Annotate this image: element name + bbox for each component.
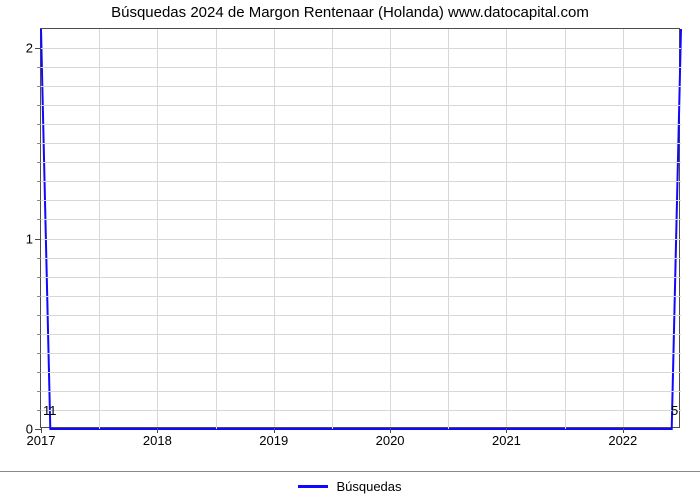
chart-title: Búsquedas 2024 de Margon Rentenaar (Hola… <box>0 4 700 21</box>
gridline-h-minor <box>41 277 681 278</box>
ytick-mark <box>35 239 41 240</box>
legend: Búsquedas <box>0 471 700 500</box>
gridline-h-minor <box>41 124 681 125</box>
ytick-label: 0 <box>26 422 33 437</box>
series-end-label: 11 <box>43 403 57 418</box>
gridline-h-minor <box>41 219 681 220</box>
gridline-v <box>506 29 507 429</box>
gridline-v <box>274 29 275 429</box>
gridline-h-minor <box>41 200 681 201</box>
gridline-h-minor <box>41 86 681 87</box>
ytick-mark <box>35 48 41 49</box>
gridline-h <box>41 48 681 49</box>
gridline-v-minor <box>216 29 217 429</box>
gridline-h-minor <box>41 353 681 354</box>
xtick-label: 2022 <box>608 433 637 448</box>
legend-label: Búsquedas <box>336 479 401 494</box>
ytick-mark <box>35 429 41 430</box>
gridline-h-minor <box>41 334 681 335</box>
plot-area: 201720182019202020212022012115 <box>40 28 680 428</box>
legend-swatch <box>298 485 328 488</box>
gridline-v-minor <box>99 29 100 429</box>
xtick-label: 2018 <box>143 433 172 448</box>
gridline-h-minor <box>41 372 681 373</box>
gridline-h-minor <box>41 315 681 316</box>
xtick-label: 2020 <box>376 433 405 448</box>
gridline-h-minor <box>41 162 681 163</box>
gridline-h-minor <box>41 258 681 259</box>
gridline-h-minor <box>41 391 681 392</box>
ytick-label: 2 <box>26 41 33 56</box>
gridline-v-minor <box>448 29 449 429</box>
gridline-v-minor <box>565 29 566 429</box>
gridline-h-minor <box>41 143 681 144</box>
gridline-h-minor <box>41 105 681 106</box>
series-end-label: 5 <box>671 403 678 418</box>
gridline-v <box>623 29 624 429</box>
xtick-label: 2019 <box>259 433 288 448</box>
chart-container: Búsquedas 2024 de Margon Rentenaar (Hola… <box>0 0 700 500</box>
gridline-h-minor <box>41 67 681 68</box>
gridline-v <box>390 29 391 429</box>
line-series <box>41 29 681 429</box>
series-line <box>41 29 681 429</box>
gridline-h-minor <box>41 181 681 182</box>
gridline-h <box>41 239 681 240</box>
ytick-label: 1 <box>26 231 33 246</box>
gridline-v <box>157 29 158 429</box>
gridline-h-minor <box>41 296 681 297</box>
gridline-h-minor <box>41 410 681 411</box>
gridline-v-minor <box>332 29 333 429</box>
xtick-label: 2021 <box>492 433 521 448</box>
